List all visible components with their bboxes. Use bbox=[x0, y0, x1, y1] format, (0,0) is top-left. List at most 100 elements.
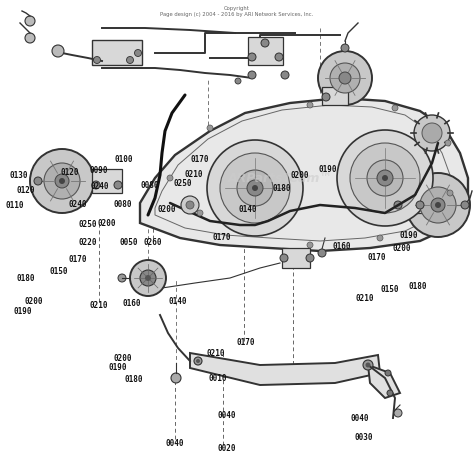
Circle shape bbox=[127, 56, 134, 63]
Text: 0080: 0080 bbox=[113, 200, 132, 209]
Text: 0180: 0180 bbox=[273, 184, 292, 193]
Circle shape bbox=[322, 93, 330, 101]
Text: 0170: 0170 bbox=[367, 253, 386, 263]
Circle shape bbox=[406, 173, 470, 237]
Text: 0100: 0100 bbox=[115, 155, 134, 165]
Text: 0040: 0040 bbox=[165, 439, 184, 448]
Text: 0200: 0200 bbox=[157, 204, 176, 214]
Circle shape bbox=[435, 202, 441, 208]
Text: 0080: 0080 bbox=[140, 181, 159, 190]
Text: 0180: 0180 bbox=[409, 281, 428, 291]
Polygon shape bbox=[190, 353, 380, 385]
Circle shape bbox=[394, 409, 402, 417]
Text: 0210: 0210 bbox=[356, 294, 374, 304]
Circle shape bbox=[118, 274, 126, 282]
FancyBboxPatch shape bbox=[92, 169, 122, 193]
Text: 0220: 0220 bbox=[78, 237, 97, 247]
Circle shape bbox=[92, 181, 100, 189]
Text: 0020: 0020 bbox=[217, 444, 236, 453]
Text: 0160: 0160 bbox=[122, 299, 141, 308]
Circle shape bbox=[25, 33, 35, 43]
Text: 0110: 0110 bbox=[6, 201, 25, 210]
Text: 0250: 0250 bbox=[78, 220, 97, 229]
Text: 0240: 0240 bbox=[69, 200, 88, 209]
Text: 0190: 0190 bbox=[399, 231, 418, 240]
Circle shape bbox=[377, 235, 383, 241]
Circle shape bbox=[382, 175, 388, 181]
Circle shape bbox=[207, 125, 213, 131]
Circle shape bbox=[140, 270, 156, 286]
FancyBboxPatch shape bbox=[248, 37, 283, 65]
Circle shape bbox=[318, 51, 372, 105]
Text: 0150: 0150 bbox=[380, 285, 399, 294]
Text: 0140: 0140 bbox=[168, 297, 187, 307]
Circle shape bbox=[445, 140, 451, 146]
Text: 0250: 0250 bbox=[173, 179, 192, 188]
Text: Copyright
Page design (c) 2004 - 2016 by ARI Network Services, Inc.: Copyright Page design (c) 2004 - 2016 by… bbox=[160, 7, 314, 17]
Text: 0180: 0180 bbox=[124, 375, 143, 384]
Text: 0190: 0190 bbox=[13, 307, 32, 316]
Text: 0030: 0030 bbox=[355, 433, 374, 442]
Text: 0130: 0130 bbox=[9, 171, 28, 181]
Circle shape bbox=[248, 53, 256, 61]
Text: 0240: 0240 bbox=[90, 182, 109, 192]
Circle shape bbox=[307, 242, 313, 248]
Circle shape bbox=[431, 198, 445, 212]
Circle shape bbox=[52, 45, 64, 57]
Circle shape bbox=[194, 357, 202, 365]
Circle shape bbox=[280, 254, 288, 262]
Circle shape bbox=[385, 370, 391, 376]
Circle shape bbox=[363, 360, 373, 370]
Text: 0210: 0210 bbox=[184, 169, 203, 179]
Circle shape bbox=[44, 163, 80, 199]
Circle shape bbox=[135, 50, 142, 56]
Circle shape bbox=[30, 149, 94, 213]
FancyBboxPatch shape bbox=[282, 248, 310, 268]
Circle shape bbox=[261, 39, 269, 47]
Circle shape bbox=[196, 359, 200, 363]
Circle shape bbox=[365, 362, 371, 368]
Circle shape bbox=[59, 178, 65, 184]
Text: 0170: 0170 bbox=[236, 338, 255, 348]
Circle shape bbox=[171, 373, 181, 383]
Text: 0200: 0200 bbox=[97, 219, 116, 228]
Circle shape bbox=[306, 254, 314, 262]
Circle shape bbox=[237, 170, 273, 206]
Circle shape bbox=[93, 56, 100, 63]
Text: 0040: 0040 bbox=[217, 411, 236, 420]
Text: 0170: 0170 bbox=[212, 233, 231, 242]
Circle shape bbox=[337, 130, 433, 226]
Text: 0160: 0160 bbox=[333, 242, 352, 252]
Text: 0200: 0200 bbox=[392, 244, 411, 253]
Circle shape bbox=[220, 153, 290, 223]
Circle shape bbox=[387, 390, 393, 396]
Text: 0260: 0260 bbox=[143, 237, 162, 247]
Text: 0210: 0210 bbox=[207, 349, 226, 359]
Circle shape bbox=[416, 201, 424, 209]
Text: 0170: 0170 bbox=[191, 155, 210, 165]
Text: 0200: 0200 bbox=[25, 297, 44, 307]
Circle shape bbox=[447, 190, 453, 196]
Circle shape bbox=[307, 102, 313, 108]
Text: 0180: 0180 bbox=[17, 273, 36, 283]
Text: 0140: 0140 bbox=[238, 204, 257, 214]
Text: ARPartsTeam™: ARPartsTeam™ bbox=[228, 172, 332, 184]
Circle shape bbox=[186, 201, 194, 209]
Circle shape bbox=[318, 249, 326, 257]
Circle shape bbox=[350, 143, 420, 213]
Circle shape bbox=[339, 72, 351, 84]
Circle shape bbox=[248, 71, 256, 79]
Circle shape bbox=[275, 53, 283, 61]
Polygon shape bbox=[140, 98, 468, 251]
Text: 0120: 0120 bbox=[17, 185, 36, 195]
FancyBboxPatch shape bbox=[92, 40, 142, 65]
Circle shape bbox=[461, 201, 469, 209]
Text: 0190: 0190 bbox=[319, 165, 337, 174]
Circle shape bbox=[181, 196, 199, 214]
Circle shape bbox=[247, 180, 263, 196]
Text: 0200: 0200 bbox=[113, 354, 132, 363]
Circle shape bbox=[377, 170, 393, 186]
Circle shape bbox=[167, 175, 173, 181]
Text: 0190: 0190 bbox=[108, 363, 127, 373]
Circle shape bbox=[420, 187, 456, 223]
